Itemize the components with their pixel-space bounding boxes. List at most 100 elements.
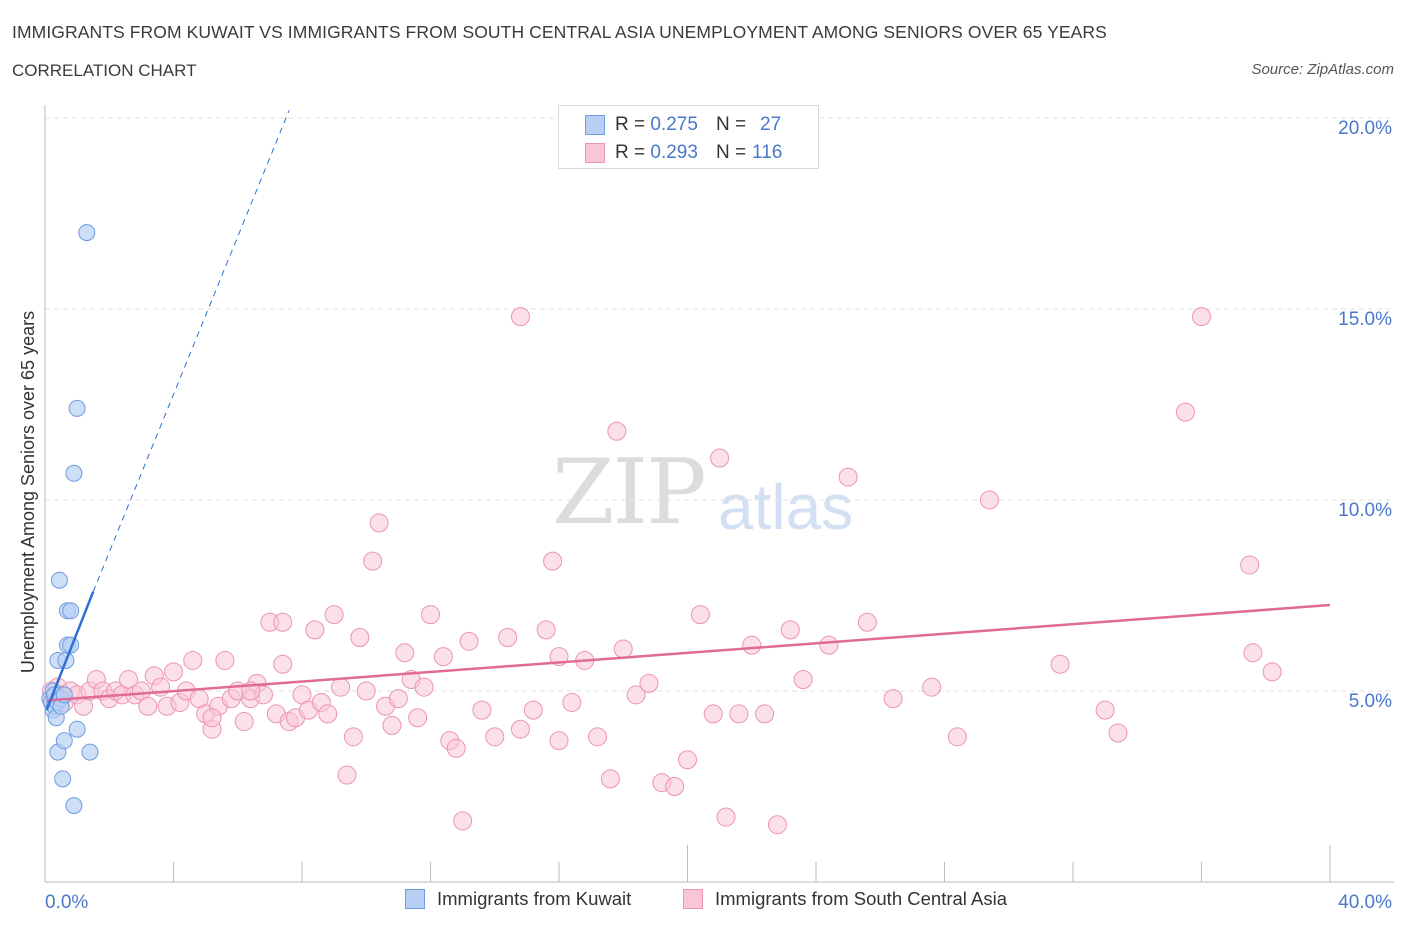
point-south-central-asia <box>350 628 370 648</box>
trend-extension-kuwait <box>92 110 290 592</box>
point-south-central-asia <box>446 738 466 758</box>
chart-title: IMMIGRANTS FROM KUWAIT VS IMMIGRANTS FRO… <box>12 22 1107 42</box>
y-tick-label: 5.0% <box>1349 691 1392 712</box>
point-south-central-asia <box>703 704 723 724</box>
point-kuwait <box>55 732 73 750</box>
point-south-central-asia <box>215 650 235 670</box>
point-south-central-asia <box>780 620 800 640</box>
legend-n-value: 27 <box>760 114 782 135</box>
axes <box>44 105 1394 883</box>
point-south-central-asia <box>793 670 813 690</box>
point-south-central-asia <box>523 700 543 720</box>
bottom-legend-swatch-sca <box>683 889 703 909</box>
point-south-central-asia <box>600 769 620 789</box>
series-south-central-asia <box>41 307 1282 835</box>
series-kuwait <box>41 224 99 815</box>
legend-row-kuwait: R = 0.275 N = 27 <box>585 113 781 137</box>
point-south-central-asia <box>857 612 877 632</box>
point-south-central-asia <box>1192 307 1211 327</box>
point-south-central-asia <box>183 650 203 670</box>
point-south-central-asia <box>767 815 787 835</box>
point-south-central-asia <box>498 628 518 648</box>
point-south-central-asia <box>459 631 479 651</box>
point-south-central-asia <box>536 620 556 640</box>
bottom-legend-label-kuwait: Immigrants from Kuwait <box>437 888 632 909</box>
legend-n-value: 116 <box>752 142 783 163</box>
point-south-central-asia <box>1095 700 1115 720</box>
point-south-central-asia <box>716 807 736 827</box>
point-south-central-asia <box>273 612 293 632</box>
point-south-central-asia <box>838 467 858 487</box>
x-tick-label: 40.0% <box>1338 892 1392 913</box>
point-south-central-asia <box>1050 654 1070 674</box>
point-south-central-asia <box>369 513 389 533</box>
point-south-central-asia <box>408 708 428 728</box>
point-south-central-asia <box>979 490 999 510</box>
point-south-central-asia <box>755 704 775 724</box>
legend-r-label: R = <box>615 142 646 163</box>
point-south-central-asia <box>690 605 710 625</box>
point-south-central-asia <box>947 727 967 747</box>
y-axis-label: Unemployment Among Seniors over 65 years <box>18 311 38 673</box>
point-south-central-asia <box>742 635 762 655</box>
point-kuwait <box>78 224 96 242</box>
point-south-central-asia <box>363 551 383 571</box>
point-south-central-asia <box>543 551 563 571</box>
point-kuwait <box>50 571 68 589</box>
y-tick-label: 20.0% <box>1338 118 1392 139</box>
point-south-central-asia <box>414 677 434 697</box>
point-south-central-asia <box>922 677 942 697</box>
point-south-central-asia <box>1240 555 1260 575</box>
point-south-central-asia <box>1108 723 1128 743</box>
point-south-central-asia <box>549 731 569 751</box>
point-kuwait <box>65 464 83 482</box>
legend-swatch-sca <box>585 143 605 163</box>
point-south-central-asia <box>202 708 222 728</box>
legend-row-sca: R = 0.293 N = 116 <box>585 141 782 165</box>
point-south-central-asia <box>510 719 530 739</box>
source-note: Source: ZipAtlas.com <box>1251 61 1394 78</box>
trend-line-kuwait <box>45 591 95 711</box>
point-south-central-asia <box>395 643 415 663</box>
legend-r-label: R = <box>615 114 646 135</box>
point-south-central-asia <box>710 448 730 468</box>
point-kuwait <box>62 602 80 620</box>
point-south-central-asia <box>388 689 408 709</box>
point-south-central-asia <box>324 605 344 625</box>
point-south-central-asia <box>305 620 325 640</box>
point-south-central-asia <box>510 307 530 327</box>
watermark-atlas: atlas <box>718 471 854 543</box>
point-south-central-asia <box>318 704 338 724</box>
legend-r-value: 0.293 <box>650 142 698 163</box>
point-south-central-asia <box>678 750 697 770</box>
bottom-legend-swatch-kuwait <box>405 889 425 909</box>
chart-subtitle: CORRELATION CHART <box>12 61 197 80</box>
point-south-central-asia <box>588 727 608 747</box>
point-south-central-asia <box>1243 643 1263 663</box>
bottom-legend-kuwait: Immigrants from Kuwait <box>405 888 631 910</box>
legend-r-value: 0.275 <box>650 114 698 135</box>
point-south-central-asia <box>421 605 440 625</box>
point-south-central-asia <box>607 421 627 441</box>
y-tick-label: 15.0% <box>1338 309 1392 330</box>
trend-line-south-central-asia <box>46 603 1331 702</box>
point-south-central-asia <box>1175 402 1195 422</box>
point-south-central-asia <box>819 635 839 655</box>
point-kuwait <box>68 399 86 417</box>
point-south-central-asia <box>665 777 685 796</box>
grid-lines <box>45 117 1394 692</box>
point-south-central-asia <box>562 692 582 712</box>
point-south-central-asia <box>433 647 453 667</box>
x-tick-label: 0.0% <box>45 892 88 913</box>
bottom-legend-sca: Immigrants from South Central Asia <box>683 888 1007 910</box>
point-south-central-asia <box>356 681 376 701</box>
point-south-central-asia <box>453 811 473 831</box>
point-south-central-asia <box>382 715 402 735</box>
point-south-central-asia <box>164 662 183 682</box>
watermark-zip: ZIP <box>552 440 707 545</box>
point-south-central-asia <box>626 685 646 705</box>
point-south-central-asia <box>613 639 633 659</box>
point-south-central-asia <box>1262 662 1282 682</box>
point-south-central-asia <box>331 677 351 697</box>
